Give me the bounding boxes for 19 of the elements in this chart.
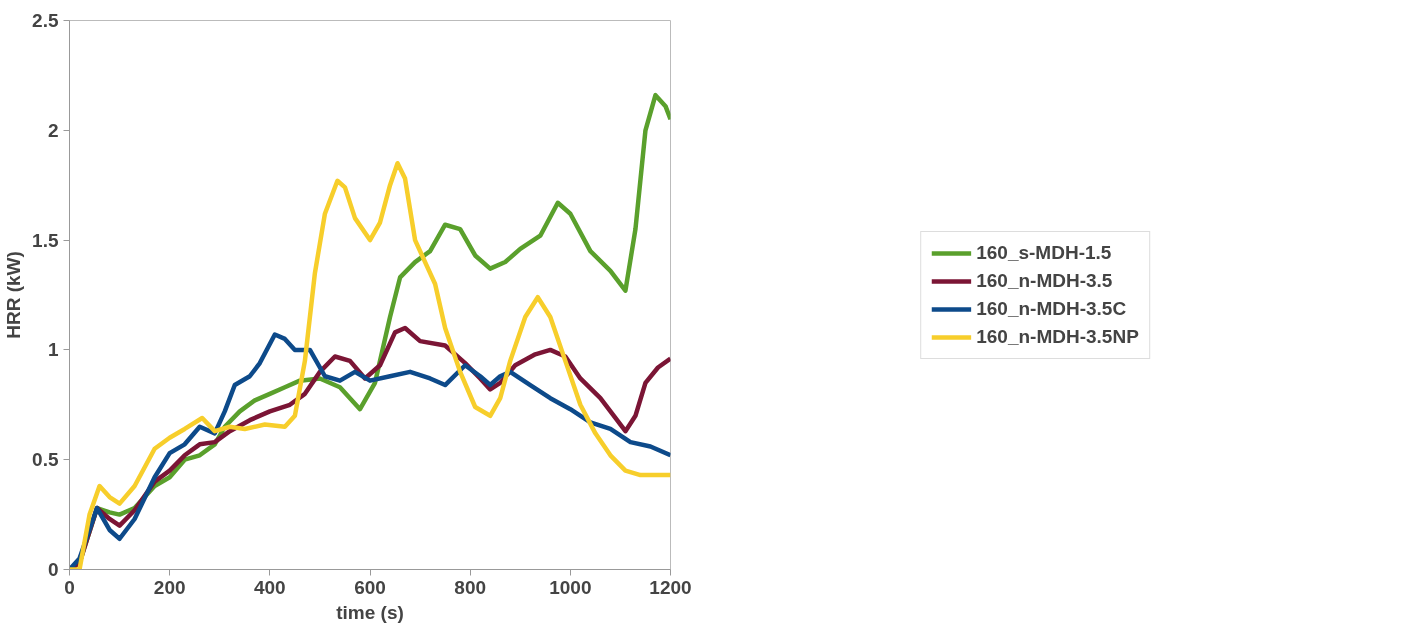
x-tick-label: 400 — [253, 576, 286, 598]
y-tick-label: 1 — [47, 339, 59, 361]
legend-label: 160_n-MDH-3.5 — [976, 269, 1113, 292]
x-tick-label: 1000 — [549, 576, 592, 598]
y-tick-label: 2 — [47, 119, 59, 141]
y-tick-label: 0.5 — [32, 449, 59, 471]
legend-label: 160_n-MDH-3.5NP — [976, 325, 1139, 348]
x-tick-label: 0 — [64, 576, 75, 598]
y-tick-label: 1.5 — [32, 229, 59, 251]
legend-label: 160_n-MDH-3.5C — [976, 297, 1127, 320]
legend-label: 160_s-MDH-1.5 — [976, 241, 1112, 264]
x-tick-label: 200 — [153, 576, 186, 598]
y-tick-label: 0 — [47, 559, 59, 580]
y-tick-label: 2.5 — [32, 10, 59, 31]
x-tick-label: 800 — [454, 576, 487, 598]
x-axis-title: time (s) — [336, 601, 404, 623]
x-tick-label: 1200 — [649, 576, 692, 598]
x-tick-label: 600 — [354, 576, 386, 598]
y-axis-title: HRR (kW) — [3, 251, 25, 339]
